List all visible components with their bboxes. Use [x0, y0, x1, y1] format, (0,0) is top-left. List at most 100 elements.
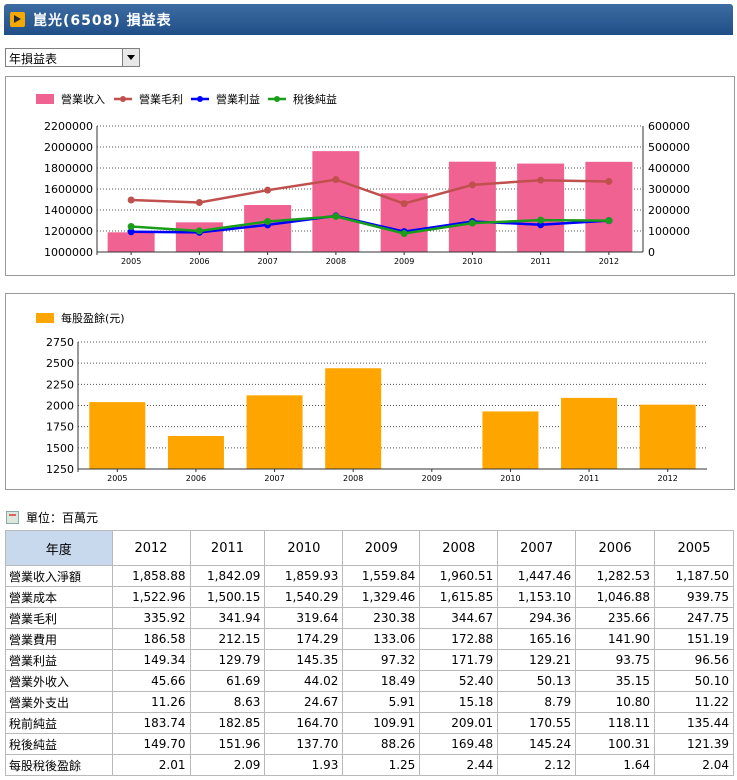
table-cell: 335.92 [111, 607, 191, 629]
eps-bar [246, 395, 303, 469]
y-left-tick: 1000000 [44, 246, 93, 259]
column-header: 2011 [189, 530, 266, 566]
x-tick-label: 2010 [500, 474, 520, 483]
eps-bar [482, 411, 539, 469]
table-cell: 135.44 [654, 712, 734, 734]
y-tick: 2750 [46, 336, 74, 349]
legend-label: 稅後純益 [293, 92, 337, 106]
table-cell: 169.48 [419, 733, 499, 755]
legend-label: 每股盈餘(元) [61, 311, 125, 325]
series-point [537, 176, 545, 184]
revenue-bar [312, 151, 360, 252]
y-left-tick: 1200000 [44, 225, 93, 238]
income-chart-panel: 2200000 2000000 1800000 1600000 1400000 12000… [5, 76, 735, 276]
table-cell: 18.49 [342, 670, 421, 692]
table-row: 營業利益 149.34 129.79 145.35 97.32 171.79 129.21 9… [5, 649, 734, 671]
table-cell: 24.67 [264, 691, 344, 713]
row-label: 營業成本 [5, 586, 113, 608]
row-label: 營業外收入 [5, 670, 113, 692]
table-cell: 1,282.53 [575, 565, 656, 587]
table-cell: 133.06 [342, 628, 421, 650]
eps-bar [639, 404, 696, 469]
eps-chart-panel: 2750 2500 2250 2000 1750 1500 1250 2005 2006 2007… [5, 293, 735, 490]
table-cell: 1,447.46 [497, 565, 577, 587]
table-cell: 1,559.84 [342, 565, 421, 587]
row-label: 營業利益 [5, 649, 113, 671]
title-bar: 崑光(6508) 損益表 [4, 4, 733, 35]
legend-label: 營業利益 [216, 92, 260, 106]
table-cell: 1,187.50 [654, 565, 734, 587]
column-header: 2008 [419, 530, 499, 566]
x-tick-label: 2012 [658, 474, 678, 483]
report-type-select[interactable]: 年損益表 [5, 48, 140, 67]
series-point [332, 212, 340, 220]
legend-swatch [36, 94, 54, 104]
table-row: 營業成本 1,522.96 1,500.15 1,540.29 1,329.46 1,61… [5, 586, 734, 608]
table-row: 每股稅後盈餘 2.01 2.09 1.93 1.25 2.44 2.12 1.64 2.04 [5, 754, 734, 776]
y-left-tick: 2000000 [44, 141, 93, 154]
table-cell: 319.64 [264, 607, 344, 629]
table-cell: 1,960.51 [419, 565, 499, 587]
table-header-row: 年度 2012 2011 2010 2009 2008 2007 2006 20… [5, 530, 734, 566]
table-cell: 52.40 [419, 670, 499, 692]
table-cell: 344.67 [419, 607, 499, 629]
table-cell: 1,615.85 [419, 586, 499, 608]
table-cell: 97.32 [342, 649, 421, 671]
series-point [195, 199, 203, 207]
x-tick-label: 2005 [107, 474, 127, 483]
series-point [127, 196, 135, 204]
table-cell: 2.12 [497, 754, 577, 776]
column-header: 2009 [342, 530, 421, 566]
x-tick-label: 2009 [422, 474, 442, 483]
table-cell: 172.88 [419, 628, 499, 650]
y-tick: 2250 [46, 378, 74, 391]
x-tick-label: 2008 [326, 257, 346, 266]
legend-swatch [36, 313, 54, 323]
table-cell: 50.13 [497, 670, 577, 692]
table-cell: 121.39 [654, 733, 734, 755]
y-right-tick: 300000 [648, 183, 690, 196]
table-row: 稅後純益 149.70 151.96 137.70 88.26 169.48 145.24 1… [5, 733, 734, 755]
page-title: 崑光(6508) 損益表 [33, 13, 172, 29]
revenue-bar [175, 222, 223, 252]
y-left-tick: 1400000 [44, 204, 93, 217]
table-cell: 45.66 [111, 670, 191, 692]
table-cell: 2.04 [654, 754, 734, 776]
series-point [332, 176, 340, 184]
series-line [131, 215, 609, 235]
legend-label: 營業毛利 [139, 93, 183, 106]
series-point [468, 219, 476, 227]
y-right-tick: 500000 [648, 141, 690, 154]
row-label: 稅後純益 [5, 733, 113, 755]
row-label: 營業毛利 [5, 607, 113, 629]
y-left-tick: 1600000 [44, 183, 93, 196]
table-cell: 247.75 [654, 607, 734, 629]
table-cell: 145.24 [497, 733, 577, 755]
x-tick-label: 2010 [462, 257, 482, 266]
table-row: 營業外支出 11.26 8.63 24.67 5.91 15.18 8.79 10.80 11.… [5, 691, 734, 713]
legend-marker [274, 96, 280, 102]
table-cell: 1.64 [575, 754, 656, 776]
table-cell: 118.11 [575, 712, 656, 734]
row-label: 營業收入淨額 [5, 565, 113, 587]
table-cell: 129.21 [497, 649, 577, 671]
table-row: 營業外收入 45.66 61.69 44.02 18.49 52.40 50.13 35.15… [5, 670, 734, 692]
table-row: 營業毛利 335.92 341.94 319.64 230.38 344.67 294.36… [5, 607, 734, 629]
table-cell: 165.16 [497, 628, 577, 650]
legend-marker [120, 96, 126, 102]
x-tick-label: 2008 [343, 474, 363, 483]
row-label: 營業外支出 [5, 691, 113, 713]
table-icon [6, 511, 19, 524]
table-cell: 88.26 [342, 733, 421, 755]
column-header: 2007 [497, 530, 577, 566]
table-cell: 1,859.93 [264, 565, 344, 587]
table-cell: 230.38 [342, 607, 421, 629]
chevron-down-icon[interactable] [122, 49, 139, 66]
revenue-bar [448, 161, 496, 252]
table-cell: 1,329.46 [342, 586, 421, 608]
report-type-value: 年損益表 [9, 52, 58, 66]
x-tick-label: 2006 [189, 257, 209, 266]
y-right-tick: 600000 [648, 120, 690, 133]
table-cell: 1,858.88 [111, 565, 191, 587]
revenue-bar [107, 232, 155, 252]
